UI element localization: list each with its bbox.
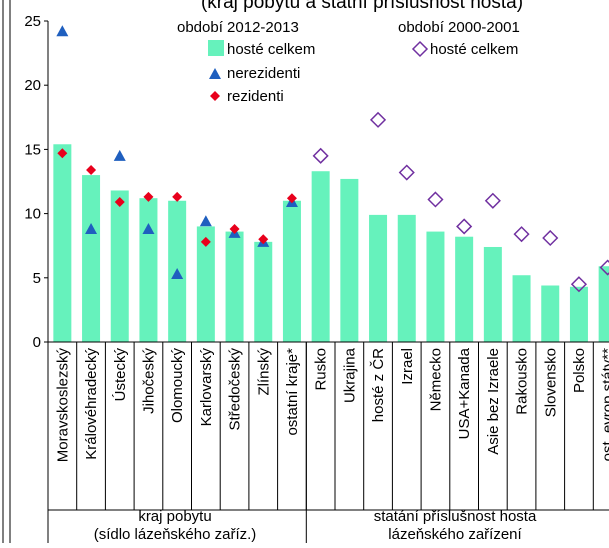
bar-13: [397, 214, 416, 342]
y-tick-label: 20: [24, 77, 41, 94]
bar-4: [139, 198, 158, 342]
legend: období 2012-2013 období 2000-2001 hosté …: [177, 19, 520, 105]
bar-6: [196, 226, 215, 342]
diamond-marker: [172, 191, 183, 202]
bar-7: [225, 231, 244, 342]
open-diamond-marker: [484, 192, 501, 209]
bar-20: [598, 266, 609, 342]
diamond-marker: [229, 224, 240, 235]
x-tick-label: Jihočeský: [140, 348, 157, 414]
x-tick-label: Moravskoslezský: [54, 348, 71, 463]
open-diamond-marker: [542, 229, 559, 247]
x-tick-label: Asie bez Izraele: [485, 348, 502, 455]
x-tick-label: USA+Kanada: [456, 347, 473, 439]
open-diamond-marker: [513, 226, 530, 243]
bar-18: [541, 285, 560, 342]
open-diamond-marker: [599, 259, 609, 276]
bar-15: [455, 236, 474, 342]
bar-9: [282, 200, 301, 342]
triangle-marker: [56, 25, 69, 37]
bar-8: [254, 241, 273, 342]
triangle-marker: [199, 215, 212, 227]
legend-open-diamond-marker: [411, 40, 429, 58]
x-tick-label: Polsko: [571, 348, 588, 393]
bar-14: [426, 231, 445, 342]
x-tick-label: Rakousko: [514, 348, 531, 415]
diamond-marker: [57, 148, 68, 159]
y-tick-label: 10: [24, 206, 41, 223]
bar-3: [110, 190, 129, 342]
x-tick-label: Olomoucký: [169, 348, 186, 424]
x-tick-label: Zlínský: [255, 348, 272, 396]
bar-2: [82, 175, 101, 342]
x-tick-label: Karlovarský: [198, 348, 215, 427]
x-tick-label: Ústecký: [112, 348, 129, 402]
x-tick-label: Německo: [427, 348, 444, 411]
triangle-marker: [171, 267, 184, 279]
chart-title: (kraj pobytu a státní příslušnost hosta): [201, 0, 523, 13]
y-tick-label: 0: [33, 334, 41, 351]
triangle-marker: [142, 223, 155, 235]
triangle-marker: [113, 149, 126, 161]
diamond-marker: [143, 191, 154, 202]
x-tick-label: ost. evrop.státy**: [600, 348, 609, 462]
triangle-marker: [85, 223, 98, 235]
open-diamond-marker: [570, 276, 588, 293]
legend-diamond-marker: [210, 91, 220, 101]
legend-group2-title: období 2000-2001: [398, 19, 520, 36]
legend-triangle-marker: [209, 68, 221, 79]
open-diamond-marker: [398, 164, 415, 181]
legend-label-rezidenti: rezidenti: [227, 88, 284, 105]
x-tick-label: Izrael: [399, 348, 416, 385]
bar-19: [569, 286, 588, 342]
bar-1: [53, 144, 72, 342]
bar-17: [512, 275, 531, 342]
legend-label-hoste-celkem: hosté celkem: [227, 41, 315, 58]
x-tick-label: Středočeský: [227, 348, 244, 431]
legend-group1-title: období 2012-2013: [177, 19, 299, 36]
legend-label-nerezidenti: nerezidenti: [227, 65, 300, 82]
x-tick-label: hosté z ČR: [370, 348, 387, 422]
group-label-nationality-line1: statání příslušnost hosta: [374, 508, 537, 525]
group-labels: kraj pobytu (sídlo lázeňského zaříz.) st…: [94, 508, 537, 543]
group-label-regions-line2: (sídlo lázeňského zaříz.): [94, 526, 257, 543]
x-tick-label: Ukrajina: [341, 347, 358, 403]
y-tick-label: 5: [33, 270, 41, 287]
legend-label-hoste-celkem-2000: hosté celkem: [430, 41, 518, 58]
diamond-marker: [258, 234, 269, 245]
legend-bar-swatch: [208, 40, 224, 56]
open-diamond-marker: [427, 191, 444, 208]
x-tick-label: Rusko: [313, 348, 330, 391]
group-label-nationality-line2: lázeňského zařízení: [388, 526, 522, 543]
diamond-marker: [286, 193, 297, 204]
x-tick-label: ostatní kraje*: [284, 348, 301, 436]
y-tick-label: 15: [24, 141, 41, 158]
diamond-marker: [114, 197, 125, 208]
diamond-marker: [200, 236, 211, 247]
x-tick-label: Královéhradecký: [83, 348, 100, 460]
x-tick-label: Slovensko: [542, 348, 559, 417]
open-diamond-marker: [456, 218, 473, 235]
bar-10: [311, 171, 330, 342]
bar-16: [483, 246, 502, 342]
group-label-regions-line1: kraj pobytu: [138, 508, 211, 525]
open-diamond-marker: [312, 147, 329, 164]
open-diamond-marker: [369, 111, 387, 128]
y-tick-label: 25: [24, 13, 41, 30]
bar-12: [369, 214, 388, 342]
bar-11: [340, 178, 359, 342]
diamond-marker: [86, 164, 97, 175]
